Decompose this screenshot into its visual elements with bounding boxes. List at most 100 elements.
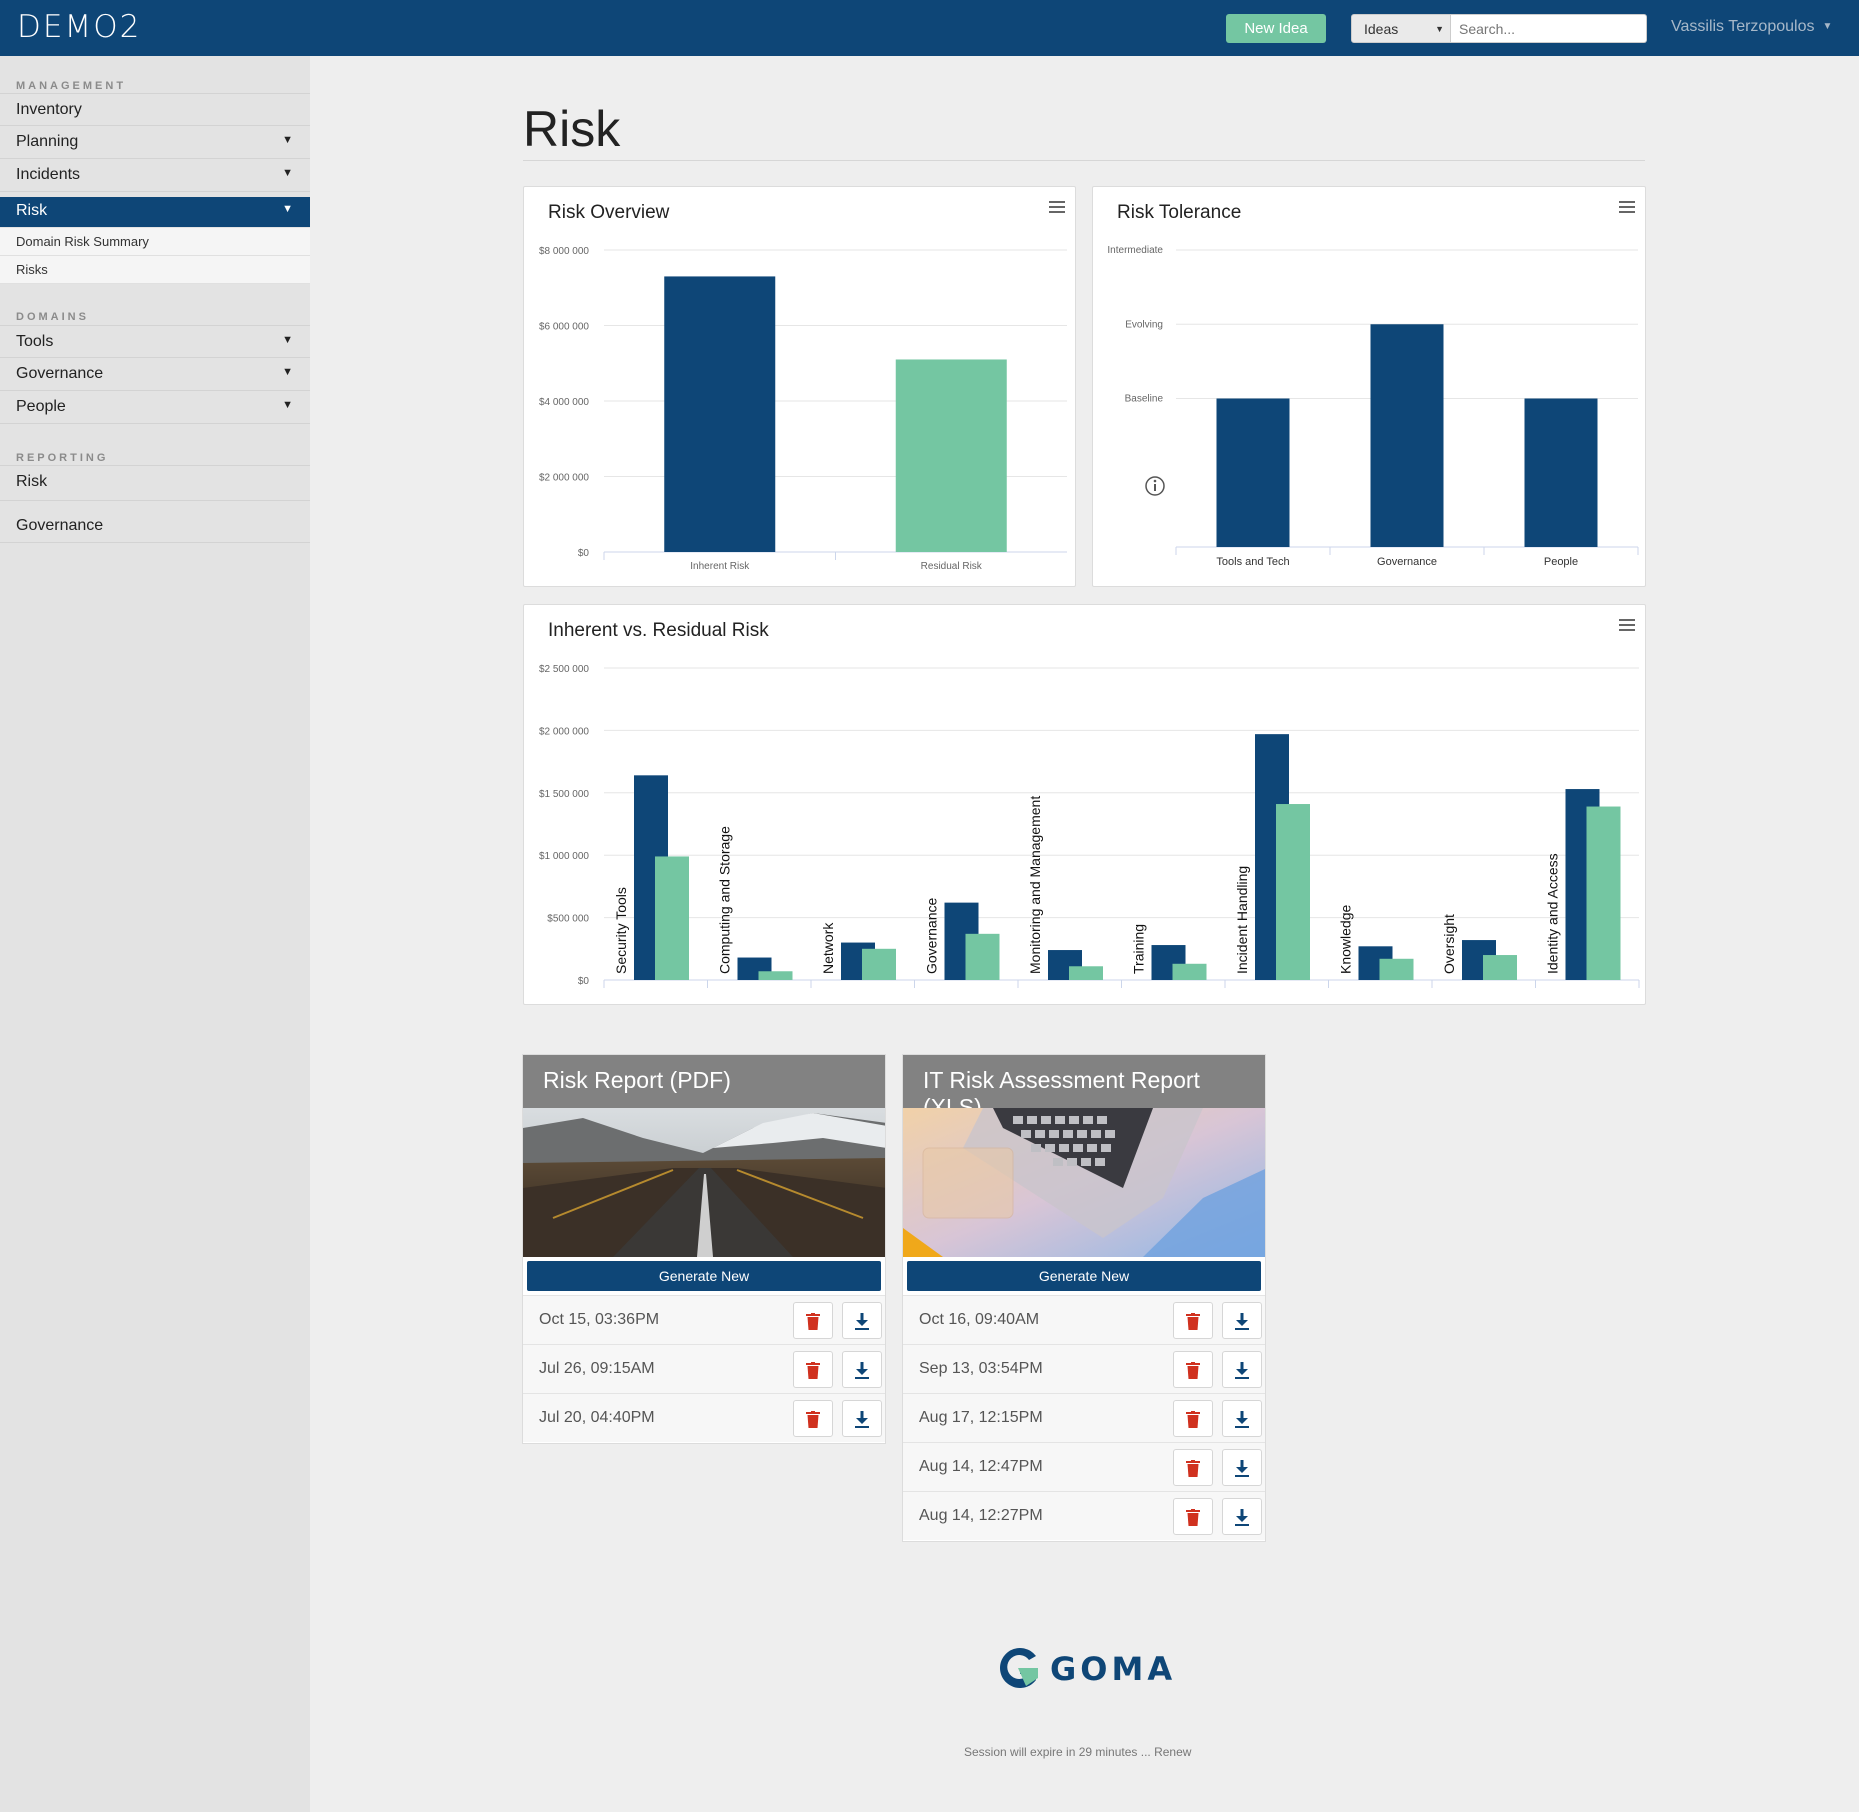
trash-icon <box>1186 1460 1200 1477</box>
bar-people <box>1524 398 1598 547</box>
download-button[interactable] <box>842 1302 882 1339</box>
chart-title: Risk Overview <box>548 202 670 223</box>
sidebar-item-risk[interactable]: Risk ▼ <box>0 197 310 227</box>
info-icon <box>1145 476 1165 496</box>
trash-icon <box>1186 1362 1200 1379</box>
bar-knowledge-residual <box>1379 958 1414 980</box>
download-icon <box>1235 1411 1249 1428</box>
bar-training-residual <box>1172 963 1207 980</box>
download-button[interactable] <box>1222 1498 1262 1535</box>
y-tick-label: $8 000 000 <box>539 246 589 257</box>
chevron-down-icon: ▼ <box>282 399 293 411</box>
sidebar-item-incidents[interactable]: Incidents ▼ <box>0 159 310 192</box>
sidebar-item-label: Governance <box>16 365 104 382</box>
bar-incident-handling-residual <box>1276 804 1310 980</box>
download-button[interactable] <box>1222 1400 1262 1437</box>
delete-button[interactable] <box>1173 1498 1213 1535</box>
generate-new-button[interactable]: Generate New <box>527 1261 881 1291</box>
y-tick-label: Baseline <box>1125 394 1164 405</box>
y-tick-label: $500 000 <box>547 914 589 925</box>
x-category-label: Oversight <box>1441 914 1457 974</box>
risk-overview-panel: Risk Overview $0 $2 000 000 $4 000 000 $6 0… <box>523 186 1076 587</box>
delete-button[interactable] <box>793 1302 833 1339</box>
delete-button[interactable] <box>793 1400 833 1437</box>
sidebar-item-report-risk[interactable]: Risk <box>0 465 310 501</box>
user-name: Vassilis Terzopoulos <box>1671 18 1815 35</box>
x-category-label: Knowledge <box>1338 905 1354 974</box>
report-date: Aug 14, 12:47PM <box>919 1458 1043 1475</box>
y-tick-label: $1 500 000 <box>539 789 589 800</box>
sidebar-heading-domains: DOMAINS <box>16 311 89 323</box>
new-idea-button[interactable]: New Idea <box>1226 14 1326 43</box>
trash-icon <box>1186 1313 1200 1330</box>
x-category-label: People <box>1544 556 1578 568</box>
x-category-label: Incident Handling <box>1234 866 1250 974</box>
download-icon <box>1235 1362 1249 1379</box>
hamburger-menu-icon[interactable] <box>1619 201 1635 215</box>
report-row: Jul 20, 04:40PM <box>523 1393 885 1442</box>
download-icon <box>1235 1509 1249 1526</box>
risk-overview-chart: $0 $2 000 000 $4 000 000 $6 000 000 $8 000 0… <box>539 246 1067 572</box>
y-tick-label: $0 <box>578 548 590 559</box>
x-category-label: Governance <box>924 898 940 974</box>
download-button[interactable] <box>1222 1302 1262 1339</box>
trash-icon <box>806 1362 820 1379</box>
x-category-label: Residual Risk <box>921 561 983 572</box>
report-row: Sep 13, 03:54PM <box>903 1344 1265 1393</box>
download-button[interactable] <box>842 1351 882 1388</box>
risk-report-pdf-card: Risk Report (PDF) Generate New Oct 15, 0 <box>522 1054 886 1444</box>
hamburger-menu-icon[interactable] <box>1049 201 1065 215</box>
delete-button[interactable] <box>1173 1351 1213 1388</box>
bar-network-residual <box>862 948 896 980</box>
x-category-label: Governance <box>1377 556 1437 568</box>
report-date: Aug 17, 12:15PM <box>919 1409 1043 1426</box>
bar-inherent-risk <box>664 276 776 552</box>
sidebar-item-people[interactable]: People ▼ <box>0 391 310 424</box>
delete-button[interactable] <box>1173 1302 1213 1339</box>
generate-new-button[interactable]: Generate New <box>907 1261 1261 1291</box>
sidebar-item-label: Risk <box>16 202 48 219</box>
sidebar-item-governance[interactable]: Governance ▼ <box>0 358 310 391</box>
report-row: Aug 14, 12:47PM <box>903 1442 1265 1491</box>
report-date: Oct 15, 03:36PM <box>539 1311 660 1328</box>
sidebar-item-label: Risk <box>16 473 48 490</box>
download-button[interactable] <box>1222 1351 1262 1388</box>
road-image <box>523 1108 885 1257</box>
sidebar-item-report-governance[interactable]: Governance <box>0 506 310 543</box>
x-category-label: Computing and Storage <box>717 826 733 974</box>
risk-tolerance-chart: Baseline Evolving Intermediate Tools and Te… <box>1107 245 1639 568</box>
y-tick-label: $4 000 000 <box>539 397 589 408</box>
download-button[interactable] <box>842 1400 882 1437</box>
bar-residual-risk <box>895 359 1007 552</box>
hamburger-menu-icon[interactable] <box>1619 619 1635 633</box>
bar-identity-and-access-residual <box>1586 806 1621 980</box>
delete-button[interactable] <box>793 1351 833 1388</box>
session-expiry-text[interactable]: Session will expire in 29 minutes ... Re… <box>964 1745 1192 1759</box>
logo-text: GOMA <box>1050 1650 1176 1688</box>
sidebar-item-inventory[interactable]: Inventory <box>0 93 310 126</box>
brand-logo[interactable]: DEMO2 <box>17 9 142 45</box>
sidebar-subitem-risks[interactable]: Risks <box>0 256 310 284</box>
trash-icon <box>806 1411 820 1428</box>
search-scope-select[interactable]: Ideas ▼ <box>1351 14 1451 43</box>
sidebar-item-label: People <box>16 398 66 415</box>
sidebar-subitem-domain-risk-summary[interactable]: Domain Risk Summary <box>0 228 310 256</box>
download-button[interactable] <box>1222 1449 1262 1486</box>
sidebar-heading-reporting: REPORTING <box>16 452 109 464</box>
download-icon <box>855 1313 869 1330</box>
goma-logo: GOMA <box>992 1644 1176 1692</box>
chevron-down-icon: ▼ <box>282 334 293 346</box>
x-category-label: Training <box>1131 924 1147 974</box>
sidebar-item-planning[interactable]: Planning ▼ <box>0 126 310 159</box>
sidebar-item-tools[interactable]: Tools ▼ <box>0 325 310 358</box>
y-tick-label: $0 <box>578 976 590 987</box>
card-title: IT Risk Assessment Report (XLS) <box>903 1055 1265 1120</box>
delete-button[interactable] <box>1173 1449 1213 1486</box>
search-input[interactable] <box>1451 14 1647 43</box>
user-menu[interactable]: Vassilis Terzopoulos ▼ <box>1671 18 1832 36</box>
download-icon <box>855 1411 869 1428</box>
search-scope-value: Ideas <box>1364 21 1399 37</box>
delete-button[interactable] <box>1173 1400 1213 1437</box>
report-row: Aug 17, 12:15PM <box>903 1393 1265 1442</box>
trash-icon <box>806 1313 820 1330</box>
